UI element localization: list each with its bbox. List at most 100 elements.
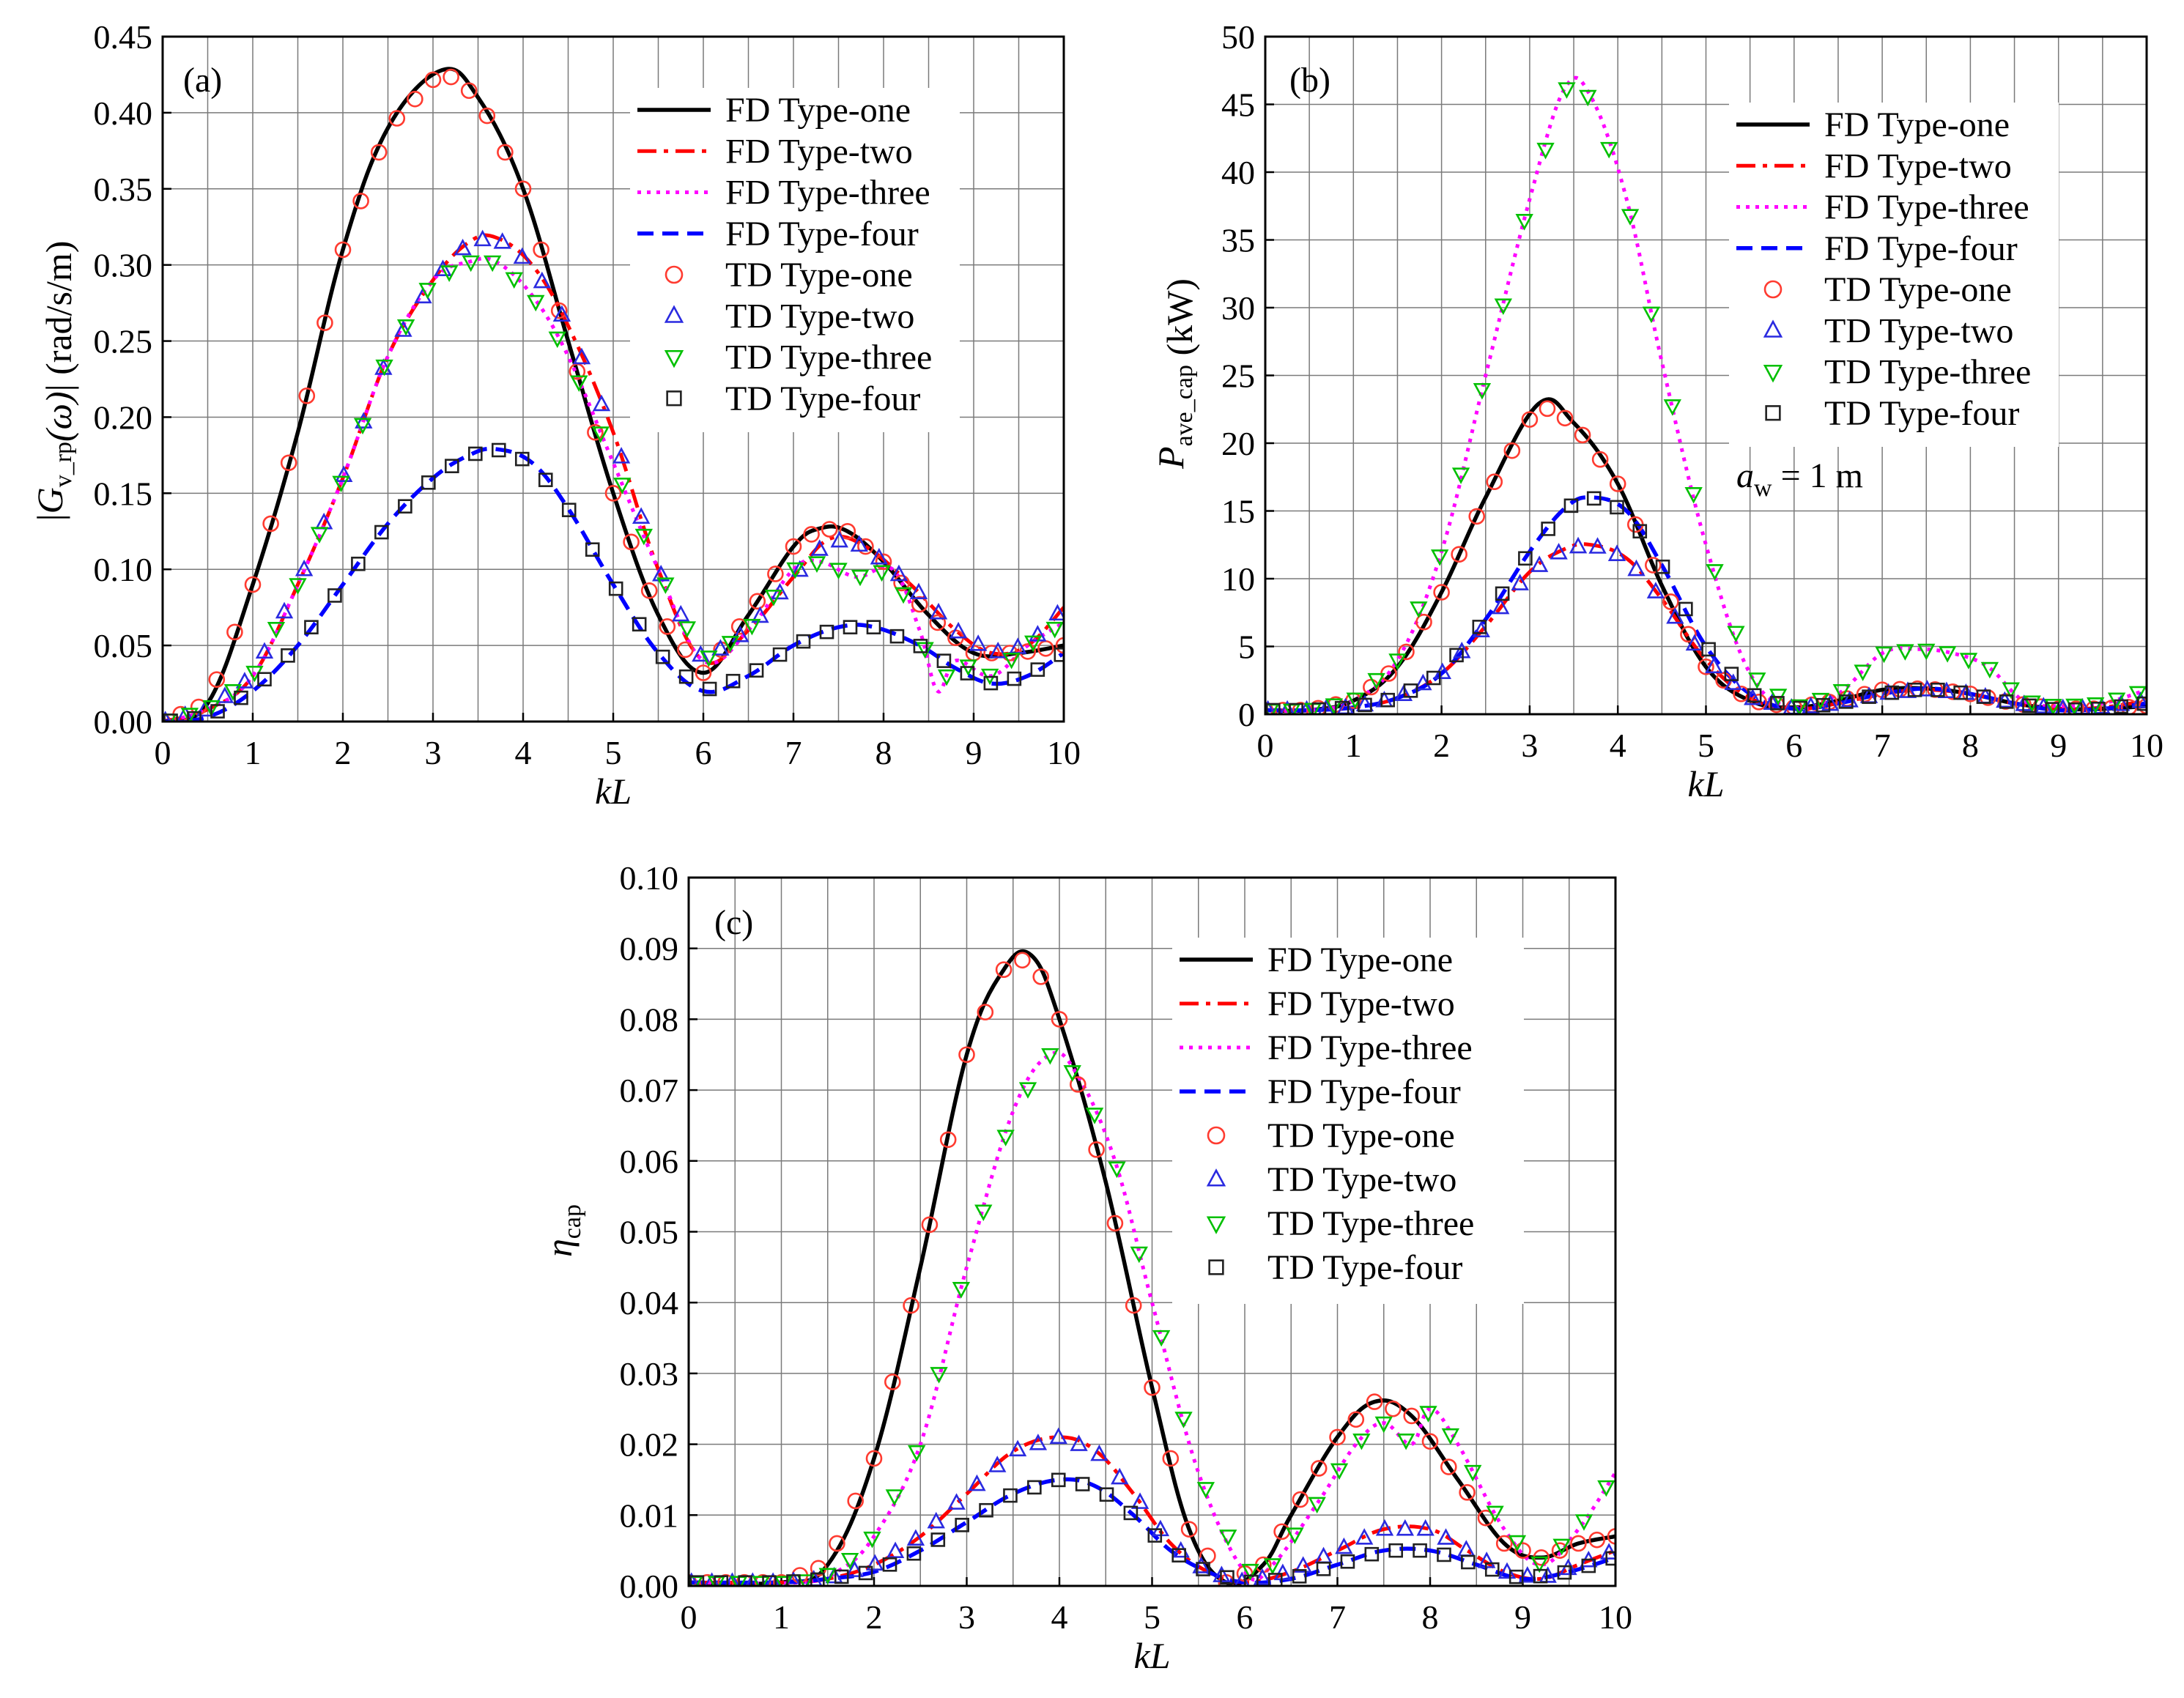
td-marker-type-four <box>1884 685 1900 700</box>
td-marker-type-two <box>989 641 1007 659</box>
legend-label: FD Type-one <box>1267 941 1453 979</box>
td-marker-type-three <box>700 650 718 667</box>
td-marker-type-two <box>1130 1492 1150 1509</box>
td-marker-type-one <box>1645 557 1662 574</box>
td-marker-type-one <box>1421 1433 1439 1450</box>
legend-label: FD Type-two <box>1824 147 2012 185</box>
td-marker-type-four <box>514 451 530 467</box>
y-tick-label: 0.06 <box>620 1143 679 1180</box>
legend-label: TD Type-one <box>1824 270 2012 309</box>
td-marker-type-two <box>1279 700 1295 714</box>
td-marker-type-two <box>1029 1434 1048 1450</box>
td-marker-type-three <box>908 1445 926 1462</box>
td-marker-type-two <box>1394 684 1413 701</box>
td-marker-type-two <box>1070 1434 1088 1451</box>
td-marker-type-four <box>632 617 647 632</box>
td-marker-type-one <box>460 82 478 100</box>
td-marker-type-three <box>952 1282 971 1299</box>
td-marker-type-three <box>1959 653 1978 670</box>
td-marker-type-two <box>1090 1444 1108 1461</box>
td-marker-type-four <box>983 675 999 691</box>
td-marker-type-one <box>1385 1400 1402 1417</box>
td-marker-type-four <box>714 1575 729 1586</box>
x-tick-label: 4 <box>1610 727 1626 764</box>
y-tick-label: 5 <box>1238 629 1255 666</box>
td-marker-type-four <box>796 634 811 649</box>
x-tick-label: 3 <box>425 734 442 771</box>
td-marker-type-two <box>255 642 274 659</box>
td-marker-type-four <box>1953 685 1968 700</box>
td-marker-type-three <box>863 1531 881 1549</box>
td-marker-type-three <box>440 265 459 282</box>
x-tick-label: 3 <box>958 1598 975 1636</box>
td-marker-type-two <box>335 465 353 483</box>
td-marker-type-three <box>829 563 848 579</box>
td-marker-type-four <box>913 639 928 653</box>
td-marker-type-one <box>262 515 279 533</box>
x-tick-label: 3 <box>1521 727 1538 764</box>
legend-label: FD Type-four <box>725 215 919 253</box>
legend-label: TD Type-two <box>1267 1160 1456 1199</box>
td-marker-type-four <box>445 459 459 473</box>
td-marker-type-four <box>1316 1561 1331 1576</box>
td-marker-type-one <box>1144 1379 1161 1396</box>
y-tick-label: 25 <box>1221 357 1255 395</box>
y-tick-label: 40 <box>1221 154 1255 191</box>
td-marker-type-one <box>388 110 406 127</box>
legend-box <box>630 88 960 432</box>
td-marker-type-four <box>187 711 201 722</box>
legend-label: FD Type-three <box>1824 188 2029 227</box>
y-tick-label: 0.25 <box>94 323 153 360</box>
td-marker-type-two <box>1273 1563 1292 1581</box>
td-marker-type-three <box>1599 141 1618 159</box>
td-marker-type-three <box>1018 1082 1037 1099</box>
td-marker-type-three <box>527 294 545 312</box>
td-marker-type-three <box>1174 1412 1193 1428</box>
td-marker-type-three <box>1002 653 1021 670</box>
td-marker-type-one <box>677 641 694 659</box>
x-tick-label: 8 <box>1422 1598 1439 1636</box>
td-marker-type-two <box>1375 1519 1394 1536</box>
td-marker-type-one <box>533 241 549 259</box>
td-marker-type-four <box>1472 620 1487 634</box>
td-marker-type-three <box>1241 1563 1259 1581</box>
x-tick-label: 7 <box>1874 727 1891 764</box>
td-marker-type-four <box>1437 1547 1451 1562</box>
td-marker-type-three <box>1441 1428 1460 1445</box>
td-marker-type-one <box>875 553 892 571</box>
td-marker-type-four <box>1334 700 1350 714</box>
panel-tag: (b) <box>1289 61 1330 100</box>
legend-swatch-marker <box>1208 1259 1224 1275</box>
td-marker-type-two <box>1049 1427 1067 1445</box>
td-marker-type-three <box>1396 1433 1415 1450</box>
td-marker-type-two <box>1569 536 1588 554</box>
td-marker-type-one <box>1551 1542 1569 1559</box>
td-marker-type-two <box>766 1572 781 1586</box>
td-marker-type-two <box>889 564 908 582</box>
td-marker-type-three <box>1536 142 1555 160</box>
td-marker-type-three <box>1330 1463 1349 1480</box>
td-marker-type-three <box>289 578 307 595</box>
td-marker-type-four <box>1605 1551 1615 1566</box>
axis-ticks-a: 0 1 2 3 4 5 6 7 8 9 10 0.00 0.05 0.10 0.15 0.20 0.25 0.30… <box>94 18 1081 771</box>
td-marker-type-three <box>1727 626 1745 642</box>
td-marker-type-one <box>317 314 333 331</box>
td-marker-type-three <box>764 589 783 607</box>
td-marker-type-three <box>996 1130 1015 1146</box>
td-marker-type-one <box>623 533 640 551</box>
td-marker-type-four <box>689 1575 705 1586</box>
td-marker-type-one <box>352 193 369 210</box>
td-marker-type-three <box>937 669 956 686</box>
td-marker-type-two <box>870 547 889 565</box>
x-tick-label: 5 <box>1698 727 1714 764</box>
y-tick-label: 50 <box>1221 18 1255 56</box>
td-marker-type-four <box>1340 1554 1355 1569</box>
td-marker-type-four <box>491 442 506 458</box>
td-marker-type-two <box>235 672 254 689</box>
panel-tag: (a) <box>183 61 222 100</box>
td-marker-type-two <box>886 1541 905 1558</box>
td-marker-type-one <box>921 1216 939 1234</box>
td-marker-type-two <box>906 1529 925 1546</box>
legend-swatch-marker <box>665 265 684 284</box>
